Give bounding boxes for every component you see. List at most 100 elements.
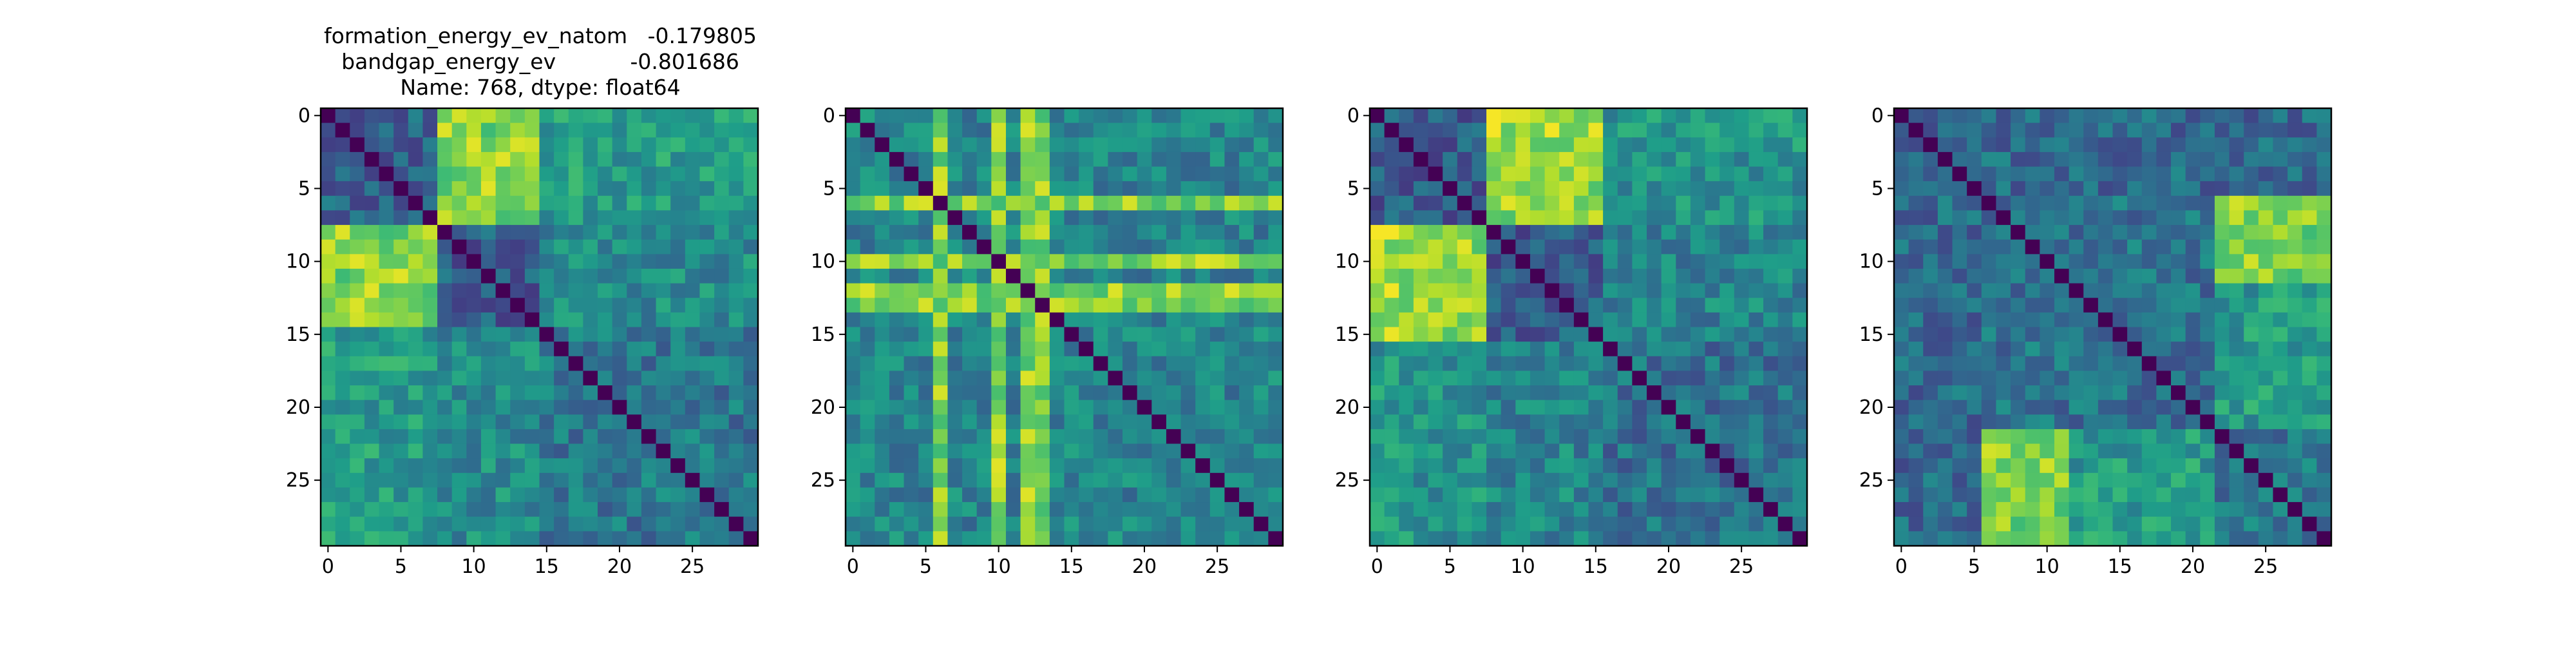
heatmap-cell	[510, 487, 526, 503]
heatmap-cell	[2244, 312, 2259, 328]
heatmap-cell	[1413, 268, 1429, 284]
heatmap-cell	[1952, 414, 1967, 430]
heatmap-cell	[1370, 400, 1385, 415]
heatmap-cell	[422, 283, 438, 298]
heatmap-cell	[1952, 239, 1967, 255]
heatmap-cell	[1981, 254, 1997, 269]
heatmap-cell	[2083, 429, 2099, 445]
heatmap-cell	[1501, 414, 1516, 430]
heatmap-cell	[1777, 122, 1793, 138]
heatmap-cell	[2083, 342, 2099, 357]
heatmap-cell	[933, 400, 949, 415]
heatmap-cell	[2302, 210, 2317, 226]
heatmap-cell	[1530, 327, 1546, 342]
heatmap-cell	[2054, 312, 2070, 328]
heatmap-cell	[1035, 283, 1050, 298]
heatmap-cell	[1137, 429, 1152, 445]
heatmap-cell	[1268, 531, 1283, 546]
heatmap-cell	[321, 458, 336, 474]
heatmap-cell	[2273, 239, 2288, 255]
heatmap-cell	[947, 239, 963, 255]
heatmap-cell	[1239, 414, 1255, 430]
heatmap-cell	[1530, 516, 1546, 532]
heatmap-cell	[510, 458, 526, 474]
heatmap-cell	[1734, 327, 1750, 342]
heatmap-cell	[1908, 239, 1924, 255]
heatmap-cell	[2141, 414, 2157, 430]
heatmap-cell	[1035, 531, 1050, 546]
heatmap-cell	[466, 298, 482, 313]
heatmap-cell	[1428, 283, 1443, 298]
heatmap-cell	[627, 312, 642, 328]
heatmap-cell	[350, 181, 365, 197]
heatmap-cell	[1530, 487, 1546, 503]
heatmap-cell	[2171, 414, 2186, 430]
heatmap-cell	[2185, 472, 2201, 488]
heatmap-cell	[1661, 283, 1676, 298]
heatmap-cell	[976, 356, 992, 371]
heatmap-cell	[2302, 122, 2317, 138]
heatmap-cell	[1209, 443, 1226, 459]
heatmap-cell	[1617, 239, 1633, 255]
heatmap-cell	[1166, 385, 1182, 401]
heatmap-cell	[554, 283, 569, 298]
heatmap-cell	[335, 195, 350, 211]
heatmap-cell	[1239, 443, 1255, 459]
heatmap-cell	[2258, 502, 2274, 517]
heatmap-cell	[1573, 195, 1589, 211]
heatmap-cell	[1035, 371, 1050, 386]
heatmap-cell	[1661, 268, 1676, 284]
heatmap-cell	[1151, 516, 1167, 532]
heatmap-cell	[962, 458, 978, 474]
heatmap-cell	[1268, 108, 1283, 124]
heatmap-cell	[1079, 108, 1094, 124]
heatmap-cell	[1719, 327, 1735, 342]
heatmap-cell	[408, 502, 424, 517]
heatmap-cell	[1705, 151, 1720, 168]
heatmap-cell	[2156, 385, 2172, 401]
heatmap-cell	[1399, 385, 1414, 401]
heatmap-cell	[1005, 327, 1021, 342]
heatmap-cell	[495, 122, 511, 138]
heatmap-cell	[1137, 443, 1152, 459]
y-tick-label: 0	[298, 104, 310, 127]
heatmap-cell	[2200, 531, 2215, 546]
heatmap-cell	[1209, 108, 1226, 124]
x-tick-label: 15	[1059, 555, 1084, 578]
heatmap-cell	[1967, 254, 1982, 269]
heatmap-cell	[2127, 531, 2143, 546]
heatmap-cell	[1967, 458, 1982, 474]
heatmap-cell	[350, 356, 365, 371]
heatmap-cell	[656, 195, 671, 211]
heatmap-cell	[889, 531, 905, 546]
heatmap-cell	[1472, 239, 1487, 255]
heatmap-cell	[393, 516, 409, 532]
heatmap-cell	[889, 443, 905, 459]
heatmap-cell	[466, 108, 482, 124]
heatmap-cell	[714, 414, 730, 430]
heatmap-cell	[437, 225, 453, 240]
heatmap-cell	[524, 487, 540, 503]
heatmap-cell	[991, 356, 1007, 371]
heatmap-cell	[1166, 516, 1182, 532]
heatmap-cell	[2258, 239, 2274, 255]
heatmap-cell	[1486, 400, 1502, 415]
heatmap-cell	[933, 166, 949, 182]
heatmap-cell	[437, 166, 453, 182]
heatmap-cell	[1690, 239, 1706, 255]
heatmap-cell	[1617, 254, 1633, 269]
heatmap-cell	[1079, 239, 1094, 255]
heatmap-cell	[889, 502, 905, 517]
heatmap-cell	[1370, 298, 1385, 313]
heatmap-cell	[393, 356, 409, 371]
heatmap-cell	[583, 254, 598, 269]
heatmap-cell	[2098, 298, 2114, 313]
heatmap-cell	[2316, 254, 2332, 269]
heatmap-cell	[743, 356, 759, 371]
heatmap-cell	[1413, 516, 1429, 532]
plot-frame	[1893, 107, 2333, 547]
heatmap-cell	[670, 472, 686, 488]
heatmap-cell	[480, 472, 497, 488]
heatmap-cell	[2214, 166, 2230, 182]
heatmap-cell	[612, 356, 627, 371]
